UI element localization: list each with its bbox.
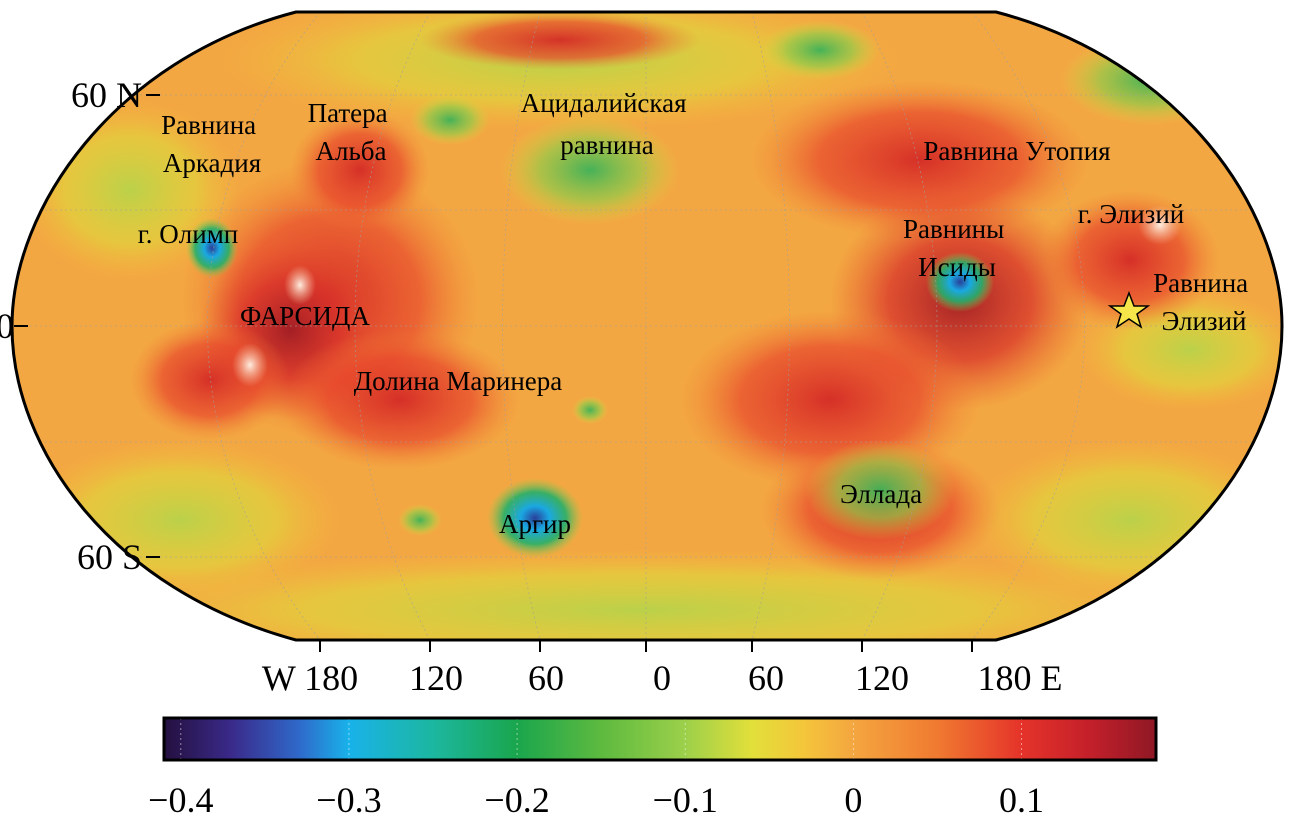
small-green-patch (572, 396, 608, 424)
lat-tick-label-0: 0 (0, 306, 14, 346)
label-elysium-mons: г. Элизий (1078, 199, 1184, 229)
lon-tick-label-0: 0 (653, 658, 671, 698)
label-acidalia: Ацидалийская равнина (521, 88, 694, 160)
label-tharsis: ФАРСИДА (240, 301, 370, 331)
label-arcadia: Равнина Аркадия (161, 110, 263, 178)
north-polar-low-region (760, 20, 880, 80)
green-patch (410, 95, 490, 145)
mars-surface-map: Равнина Аркадия Патера Альба Ацидалийска… (10, 10, 1284, 642)
map-outline (10, 10, 1284, 642)
pavonis-mons-peak (284, 265, 316, 305)
north-red-band (420, 12, 700, 70)
arsia-mons-peak (232, 343, 268, 387)
label-alba-patera: Патера Альба (308, 98, 395, 166)
label-hellas: Эллада (840, 479, 922, 509)
colorbar-tick-label: 0 (844, 780, 862, 820)
acidalia-low-region (500, 115, 680, 225)
alba-region (290, 110, 430, 230)
valles-marineris-region (280, 330, 520, 470)
colorbar-frame (162, 716, 1158, 762)
longitude-axis: W 180 120 60 0 60 120 180 E (262, 640, 1063, 698)
hellas-basin (805, 440, 955, 540)
label-utopia: Равнина Утопия (923, 136, 1110, 166)
small-green-patch (398, 504, 442, 536)
southwest-region (20, 440, 340, 600)
colorbar-tick-label: 0.1 (999, 780, 1044, 820)
lon-tick-label-60w: 60 (528, 658, 564, 698)
colorbar-gradient (164, 718, 1156, 760)
lon-tick-label-60e: 60 (748, 658, 784, 698)
west-red-region (130, 320, 290, 440)
lat-tick-label-60n: 60 N (71, 75, 142, 115)
label-olympus-mons: г. Олимп (138, 219, 239, 249)
label-isidis: Равнины Исиды (903, 214, 1011, 282)
label-valles-marineris: Долина Маринера (354, 366, 563, 396)
lon-tick-label-w180: W 180 (262, 658, 358, 698)
colorbar-tick-label: −0.1 (653, 780, 718, 820)
lon-tick-label-120e: 120 (855, 658, 909, 698)
lon-tick-label-180e: 180 E (978, 658, 1063, 698)
label-elysium-planitia: Равнина Элизий (1153, 268, 1255, 336)
colorbar-tick-label: −0.4 (148, 780, 213, 820)
argyre-basin (487, 478, 583, 558)
olympus-mons-low (186, 218, 238, 278)
elysium-mons-peak (1138, 205, 1182, 245)
colorbar: −0.4 −0.3 −0.2 −0.1 0 0.1 (148, 716, 1158, 820)
landing-site-star-icon (1107, 290, 1151, 329)
colorbar-gridlines (180, 718, 1022, 760)
isidis-basin (926, 252, 994, 312)
lat-tick-label-60s: 60 S (77, 537, 142, 577)
colorbar-ticks: −0.4 −0.3 −0.2 −0.1 0 0.1 (148, 780, 1044, 820)
label-argyre: Аргир (499, 509, 571, 539)
lon-tick-label-120w: 120 (409, 658, 463, 698)
latitude-axis: 60 N 0 60 S (0, 75, 160, 577)
colorbar-tick-label: −0.2 (484, 780, 549, 820)
feature-labels: Равнина Аркадия Патера Альба Ацидалийска… (138, 88, 1255, 539)
graticule (12, 12, 1282, 640)
colorbar-tick-label: −0.3 (316, 780, 381, 820)
southern-margin-region (80, 550, 1200, 640)
